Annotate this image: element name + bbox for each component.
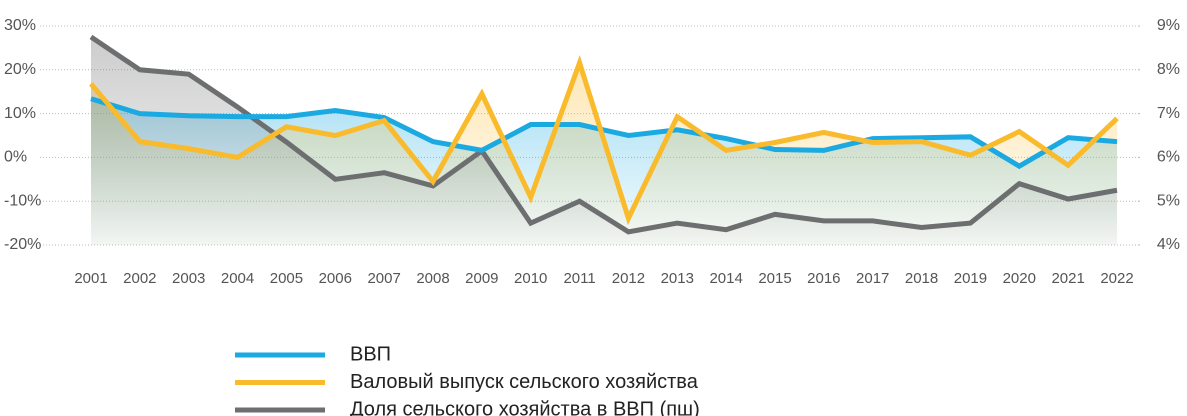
y-tick-label: 30% xyxy=(4,17,36,34)
y2-tick-label: 7% xyxy=(1157,105,1180,122)
x-tick-label: 2014 xyxy=(709,270,742,287)
x-tick-label: 2015 xyxy=(758,270,791,287)
y-tick-label: 10% xyxy=(4,105,36,122)
x-tick-label: 2013 xyxy=(661,270,694,287)
x-tick-label: 2011 xyxy=(563,270,595,287)
area xyxy=(91,36,1117,246)
series-line xyxy=(89,54,1119,226)
x-tick-label: 2021 xyxy=(1051,270,1084,287)
y-tick-label: -10% xyxy=(4,192,41,209)
x-tick-label: 2004 xyxy=(221,270,254,287)
x-tick-label: 2020 xyxy=(1003,270,1036,287)
x-tick-label: 2012 xyxy=(612,270,645,287)
x-tick-label: 2006 xyxy=(319,270,352,287)
x-tick-label: 2016 xyxy=(807,270,840,287)
x-tick-label: 2022 xyxy=(1100,270,1133,287)
legend-label: Валовый выпуск сельского хозяйства xyxy=(350,371,699,393)
x-tick-label: 2019 xyxy=(954,270,987,287)
x-tick-label: 2003 xyxy=(172,270,205,287)
legend-label: ВВП xyxy=(350,343,391,365)
y2-tick-label: 5% xyxy=(1157,192,1180,209)
y2-tick-label: 4% xyxy=(1157,236,1180,253)
x-tick-label: 2018 xyxy=(905,270,938,287)
x-tick-label: 2017 xyxy=(856,270,889,287)
x-tick-label: 2001 xyxy=(74,270,107,287)
x-tick-label: 2008 xyxy=(416,270,449,287)
y2-tick-label: 8% xyxy=(1157,61,1180,78)
x-tick-label: 2010 xyxy=(514,270,547,287)
x-tick-label: 2007 xyxy=(367,270,400,287)
x-tick-label: 2009 xyxy=(465,270,498,287)
y-tick-label: 20% xyxy=(4,61,36,78)
x-tick-label: 2005 xyxy=(270,270,303,287)
series-line xyxy=(90,96,1118,170)
x-tick-label: 2002 xyxy=(123,270,156,287)
y-tick-label: -20% xyxy=(4,236,41,253)
legend-label: Доля сельского хозяйства в ВВП (пш) xyxy=(350,398,700,416)
y-tick-label: 0% xyxy=(4,149,27,166)
y2-tick-label: 9% xyxy=(1157,17,1180,34)
series-line xyxy=(89,34,1118,235)
y2-tick-label: 6% xyxy=(1157,149,1180,166)
